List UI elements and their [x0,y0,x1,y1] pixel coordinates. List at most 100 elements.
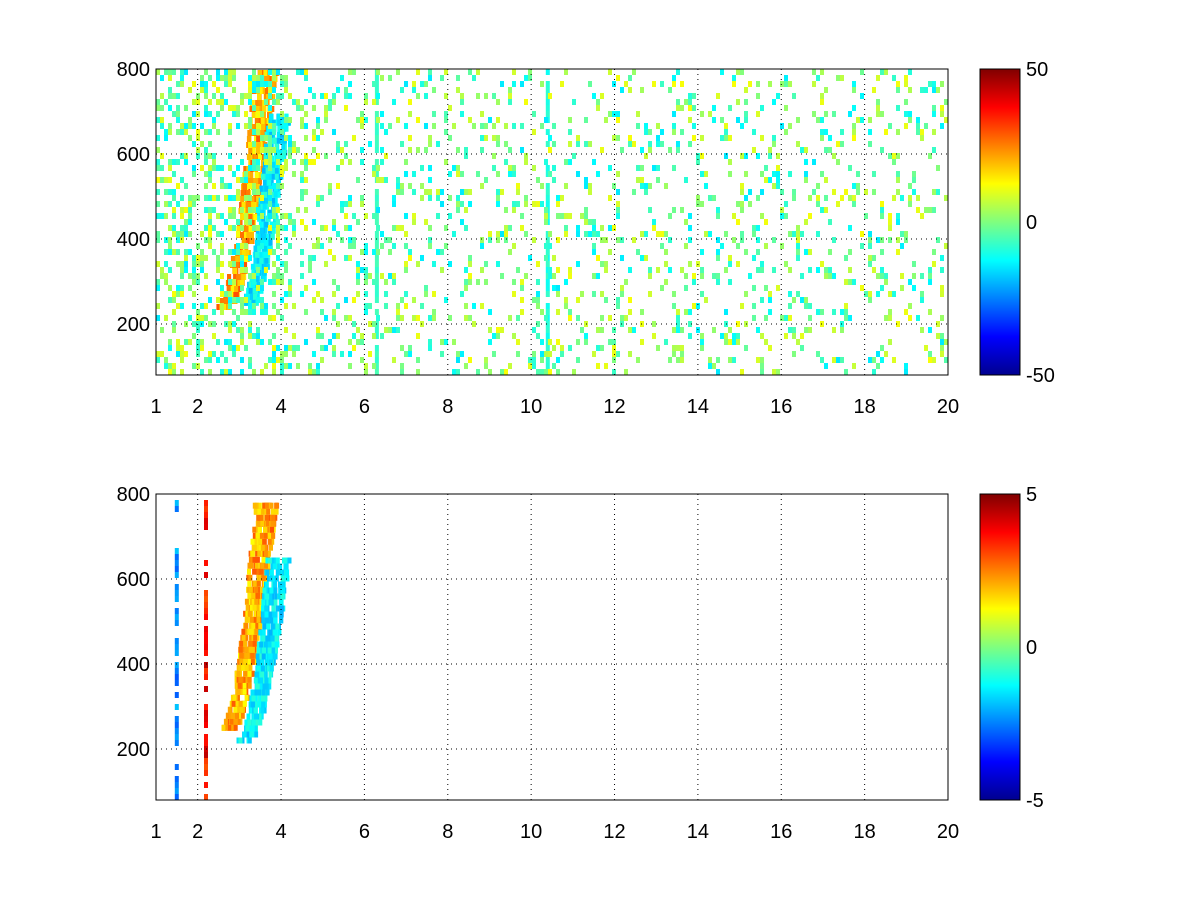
heatmap-cell [360,123,364,129]
heatmap-cell [428,135,432,141]
heatmap-cell [258,172,263,178]
heatmap-cell [816,75,820,81]
heatmap-cell [204,644,208,650]
heatmap-cell [246,178,251,184]
heatmap-cell [258,154,262,160]
heatmap-cell [172,309,176,315]
heatmap-cell [808,249,812,255]
heatmap-cell [784,105,788,111]
heatmap-cell [220,369,224,375]
heatmap-cell [172,171,176,177]
y-tick-label: 200 [117,314,150,336]
heatmap-cell [492,333,496,339]
heatmap-cell [656,165,660,171]
heatmap-cell [708,357,712,363]
heatmap-cell [296,147,300,153]
heatmap-cell [444,339,448,345]
heatmap-cell [896,87,900,93]
heatmap-cell [270,635,275,642]
heatmap-cell [304,75,308,81]
heatmap-cell [280,225,284,231]
heatmap-cell [224,339,228,345]
heatmap-cell [208,237,212,243]
heatmap-cell [628,297,632,303]
heatmap-cell [408,147,412,153]
heatmap-cell [280,297,284,303]
heatmap-cell [256,659,261,666]
heatmap-cell [228,261,232,267]
heatmap-cell [180,351,184,357]
heatmap-cell [884,69,888,75]
heatmap-cell [548,339,552,345]
heatmap-cell [568,345,572,351]
heatmap-cell [180,303,184,309]
heatmap-cell [288,213,292,219]
heatmap-cell [672,81,676,87]
heatmap-cell [920,213,924,219]
heatmap-cell [258,629,263,636]
heatmap-cell [267,677,272,684]
heatmap-cell [852,129,856,135]
heatmap-cell [860,243,864,249]
heatmap-cell [464,153,468,159]
heatmap-cell [332,333,336,339]
heatmap-cell [174,560,179,566]
heatmap-cell [616,297,620,303]
heatmap-cell [596,273,600,279]
heatmap-cell [164,135,168,141]
heatmap-cell [356,219,360,225]
heatmap-cell [768,297,772,303]
heatmap-cell [250,652,255,659]
heatmap-cell [400,315,404,321]
heatmap-cell [836,357,840,363]
heatmap-cell [232,69,236,75]
heatmap-cell [280,183,284,189]
heatmap-cell [796,141,800,147]
heatmap-cell [272,563,277,570]
heatmap-cell [316,153,320,159]
heatmap-cell [508,249,512,255]
heatmap-cell [496,333,500,339]
heatmap-cell [332,219,336,225]
heatmap-cell [278,587,283,594]
heatmap-cell [688,237,692,243]
heatmap-cell [436,249,440,255]
heatmap-cell [852,81,856,87]
heatmap-cell [248,160,253,166]
heatmap-cell [176,201,180,207]
heatmap-cell [176,117,180,123]
heatmap-cell [464,285,468,291]
heatmap-cell [728,357,732,363]
heatmap-cell [204,237,208,243]
heatmap-cell [384,279,388,285]
heatmap-cell [251,299,256,306]
heatmap-cell [612,357,616,363]
heatmap-cell [266,659,271,666]
heatmap-cell [248,640,253,647]
heatmap-cell [256,647,261,654]
heatmap-cell [200,141,204,147]
heatmap-cell [608,225,612,231]
heatmap-cell [736,333,740,339]
heatmap-cell [508,99,512,105]
heatmap-cell [712,363,716,369]
heatmap-cell [880,285,884,291]
heatmap-cell [764,339,768,345]
heatmap-cell [266,562,271,569]
heatmap-cell [236,297,240,303]
heatmap-cell [416,261,420,267]
heatmap-cell [255,634,260,641]
heatmap-cell [616,189,620,195]
heatmap-cell [440,339,444,345]
heatmap-cell [556,339,560,345]
heatmap-cell [392,99,396,105]
heatmap-cell [231,256,236,262]
heatmap-cell [444,243,448,249]
heatmap-cell [216,339,220,345]
heatmap-cell [204,758,208,764]
heatmap-cell [348,81,352,87]
heatmap-cell [296,363,300,369]
heatmap-cell [432,261,436,267]
heatmap-cell [432,123,436,129]
heatmap-cell [468,201,472,207]
